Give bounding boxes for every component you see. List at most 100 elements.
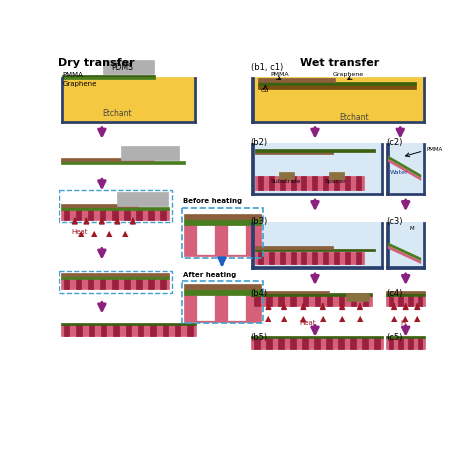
Bar [228, 295, 245, 320]
Bar [251, 338, 383, 349]
Bar [423, 143, 425, 195]
Bar [61, 276, 169, 279]
Bar [76, 210, 82, 220]
Bar [291, 176, 295, 190]
Text: ▲: ▲ [319, 314, 326, 323]
Bar [184, 219, 261, 225]
Bar [323, 252, 328, 264]
Bar [356, 176, 361, 190]
Bar [323, 176, 328, 190]
Bar [197, 225, 214, 254]
Bar [258, 84, 416, 89]
Text: ▲: ▲ [281, 314, 287, 323]
Polygon shape [388, 155, 421, 178]
Bar [76, 279, 82, 290]
Bar [118, 192, 168, 206]
Bar [61, 279, 169, 290]
Bar [423, 77, 425, 123]
Bar [61, 158, 154, 161]
Bar [88, 210, 93, 220]
Text: Water: Water [390, 170, 409, 175]
Bar [100, 210, 105, 220]
Bar [184, 214, 261, 219]
Bar [386, 293, 425, 296]
Bar [301, 176, 306, 190]
Bar [136, 210, 142, 220]
Text: M: M [410, 226, 414, 231]
Bar [356, 252, 361, 264]
Bar [338, 296, 344, 306]
Bar [312, 176, 317, 190]
Text: H: H [400, 320, 405, 326]
Bar [124, 279, 129, 290]
Bar [408, 296, 412, 306]
Text: Substrate: Substrate [271, 179, 301, 183]
Bar [255, 252, 364, 264]
Text: ▲: ▲ [402, 314, 409, 323]
Bar [61, 77, 196, 123]
Text: Graphene: Graphene [63, 81, 97, 87]
Bar [251, 143, 383, 195]
Bar [278, 338, 284, 349]
Bar [346, 293, 369, 301]
Bar [258, 176, 263, 190]
Text: Heat: Heat [300, 320, 316, 326]
Text: Etchant: Etchant [102, 109, 131, 118]
Bar [345, 176, 350, 190]
Bar [386, 338, 425, 349]
Text: ▲: ▲ [106, 228, 113, 237]
Bar [251, 77, 425, 123]
Text: (c4): (c4) [386, 290, 403, 299]
Bar [255, 338, 260, 349]
Bar [124, 210, 129, 220]
Bar [255, 248, 375, 251]
Bar [266, 296, 272, 306]
Bar [423, 222, 425, 269]
Text: ▲: ▲ [122, 228, 128, 237]
Bar [89, 325, 94, 336]
Text: Graphene: Graphene [333, 72, 364, 77]
Bar [291, 338, 296, 349]
Bar [184, 284, 261, 289]
Bar [150, 325, 156, 336]
Text: ▲: ▲ [265, 314, 272, 323]
Bar [301, 252, 306, 264]
Bar [197, 295, 214, 320]
Text: ▲: ▲ [414, 314, 420, 323]
Bar [76, 325, 82, 336]
Bar [61, 273, 169, 276]
Bar [103, 60, 154, 74]
Bar [255, 296, 260, 306]
Bar [291, 296, 296, 306]
Text: (b4): (b4) [251, 290, 268, 299]
Bar [251, 193, 383, 195]
Bar [148, 279, 154, 290]
Bar [160, 279, 166, 290]
Bar [315, 296, 320, 306]
Text: PMMA: PMMA [271, 72, 290, 77]
Bar [251, 336, 383, 338]
Text: Wet transfer: Wet transfer [300, 58, 379, 68]
Text: PDMS: PDMS [111, 63, 133, 72]
Bar [408, 338, 412, 349]
Bar [61, 325, 196, 336]
Text: ▲: ▲ [78, 228, 84, 237]
Bar [302, 338, 308, 349]
Text: (b5): (b5) [251, 333, 268, 342]
Bar [386, 336, 425, 338]
Text: (c2): (c2) [386, 138, 403, 147]
Bar [61, 210, 169, 220]
Bar [362, 338, 368, 349]
Bar [112, 279, 118, 290]
Bar [345, 252, 350, 264]
Bar [386, 222, 425, 269]
Bar [61, 77, 63, 123]
Bar [138, 325, 144, 336]
Bar [63, 77, 155, 79]
Text: ▲: ▲ [339, 314, 346, 323]
Bar [312, 252, 317, 264]
Bar [280, 252, 285, 264]
Bar [266, 338, 272, 349]
Text: Cu: Cu [261, 88, 269, 93]
Bar [101, 325, 107, 336]
